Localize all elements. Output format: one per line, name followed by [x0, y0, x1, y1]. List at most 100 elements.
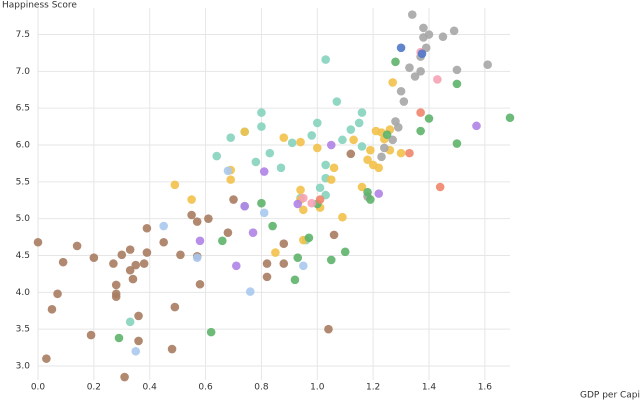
- y-axis-title: Happiness Score: [2, 1, 77, 11]
- data-point: [329, 230, 339, 240]
- data-point: [396, 148, 406, 158]
- data-point: [131, 346, 141, 356]
- data-point: [307, 131, 317, 140]
- data-point: [111, 292, 121, 302]
- data-point: [363, 155, 372, 165]
- data-point: [307, 198, 317, 208]
- data-point: [399, 97, 409, 106]
- data-point: [315, 183, 325, 193]
- data-point: [332, 97, 342, 106]
- x-tick-label: 1.4: [422, 383, 437, 393]
- data-point: [279, 259, 289, 268]
- data-point: [296, 137, 305, 147]
- data-point: [117, 250, 127, 260]
- data-point: [449, 26, 459, 36]
- data-point: [229, 195, 238, 204]
- data-point: [170, 302, 180, 312]
- data-point: [176, 250, 185, 260]
- data-point: [366, 195, 375, 204]
- data-point: [279, 239, 289, 249]
- data-point: [377, 152, 386, 162]
- data-point: [374, 163, 384, 173]
- data-point: [346, 149, 356, 159]
- x-tick-label: 1.6: [478, 383, 493, 393]
- data-point: [167, 344, 177, 354]
- data-point: [245, 287, 255, 296]
- data-point: [159, 237, 168, 247]
- data-point: [388, 78, 397, 87]
- x-tick-label: 0.2: [87, 383, 101, 393]
- data-point: [192, 217, 202, 226]
- y-tick-label: 5.5: [16, 177, 30, 187]
- data-point: [206, 327, 216, 337]
- data-point: [396, 86, 406, 96]
- data-point: [223, 228, 233, 237]
- data-point: [231, 261, 241, 271]
- data-point: [226, 175, 236, 184]
- data-point: [357, 182, 367, 192]
- data-point: [212, 151, 222, 161]
- data-point: [142, 223, 152, 233]
- data-point: [321, 55, 330, 64]
- data-point: [374, 189, 384, 198]
- data-point: [324, 324, 333, 334]
- data-point: [125, 317, 135, 327]
- data-point: [405, 148, 414, 158]
- y-tick-label: 3.0: [16, 362, 31, 372]
- data-point: [393, 123, 403, 132]
- data-point: [505, 113, 515, 123]
- x-tick-label: 0.8: [254, 383, 269, 393]
- data-point: [142, 248, 152, 257]
- x-tick-label: 1.2: [366, 383, 380, 393]
- x-tick-label: 0.6: [198, 383, 213, 393]
- data-point: [125, 245, 135, 254]
- data-point: [357, 108, 367, 117]
- data-point: [33, 237, 43, 247]
- data-point: [72, 241, 82, 251]
- data-point: [218, 236, 227, 246]
- data-point: [257, 122, 266, 131]
- data-point: [251, 157, 261, 167]
- data-point: [290, 275, 300, 285]
- data-point: [417, 49, 427, 58]
- data-point: [299, 205, 308, 215]
- data-point: [483, 60, 492, 70]
- data-point: [58, 257, 68, 267]
- data-point: [262, 259, 272, 268]
- data-point: [47, 304, 57, 314]
- data-point: [139, 259, 149, 268]
- y-tick-label: 7.0: [16, 67, 31, 77]
- data-point: [312, 118, 322, 128]
- data-point: [354, 118, 364, 128]
- data-point: [257, 198, 266, 208]
- y-tick-label: 4.5: [16, 251, 30, 261]
- data-point: [321, 160, 330, 170]
- data-point: [419, 23, 428, 33]
- data-point: [304, 233, 314, 243]
- data-point: [363, 187, 372, 197]
- y-tick-label: 5.0: [16, 214, 31, 224]
- data-point: [125, 265, 135, 275]
- data-point: [53, 289, 62, 299]
- data-point: [131, 260, 141, 270]
- data-point: [416, 108, 425, 117]
- y-tick-label: 6.0: [16, 141, 31, 151]
- data-point: [276, 163, 286, 173]
- data-point: [388, 135, 397, 145]
- data-point: [299, 261, 308, 271]
- data-point: [170, 180, 180, 190]
- data-point: [109, 259, 118, 268]
- data-point: [366, 145, 375, 155]
- data-point: [340, 247, 350, 257]
- data-point: [296, 185, 305, 195]
- data-point: [452, 65, 462, 75]
- data-point: [326, 175, 336, 184]
- data-point: [329, 163, 339, 173]
- data-point: [299, 193, 308, 203]
- data-point: [435, 182, 445, 192]
- y-tick-label: 7.5: [16, 30, 30, 40]
- y-tick-label: 4.0: [16, 288, 31, 298]
- data-point: [187, 210, 196, 220]
- data-point: [416, 67, 425, 76]
